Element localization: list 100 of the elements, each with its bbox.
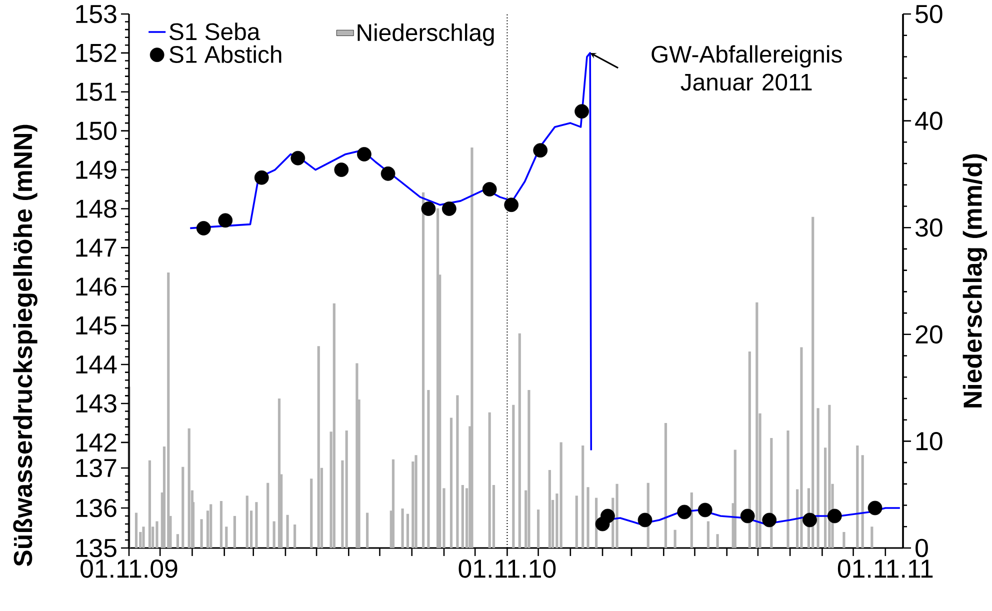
bar [856,445,859,548]
bar [674,530,676,548]
point [762,512,777,528]
bar [310,478,313,548]
bar [756,302,758,548]
bar [266,482,270,548]
legend-label: S1 Abstich [170,45,282,63]
bar [706,521,710,548]
bar [167,272,170,548]
bar [220,501,223,548]
bar [528,390,530,548]
bar [734,450,736,548]
bar [518,333,521,548]
point [638,512,652,528]
y2-tick-label: 50 [916,4,942,24]
y-tick-label: 146 [76,277,116,296]
bar [414,455,418,548]
point [380,166,396,181]
bar [286,514,289,548]
bar [156,521,158,548]
bar [461,484,464,548]
bar [182,466,184,548]
bar [246,496,248,548]
y2-tick-label: 20 [916,325,942,344]
y-tick-label: 136 [76,498,116,518]
bar [255,502,258,548]
bar [690,492,693,548]
y-tick-label: 148 [76,200,116,218]
y2-tick-label: 10 [916,432,942,450]
y-tick-label: 142 [76,433,116,452]
bar [366,512,369,548]
bar [556,494,558,548]
bar [332,303,336,548]
legend-label: Niederschlag [358,24,494,46]
bar [406,514,410,548]
bar [422,192,425,548]
bar [512,404,515,548]
bar [293,524,296,548]
bar [456,395,459,548]
y-tick-label: 145 [76,316,116,335]
point [357,147,372,162]
y-tick-label: 143 [76,394,116,413]
bar [575,496,578,548]
point [482,182,497,196]
y-axis-title: Süßwasserdruckspiegelhöhe (mNN) [13,124,38,566]
point [533,143,548,158]
bar [816,408,820,548]
x-tick-label: 01.11.11 [838,560,933,578]
bar [272,521,276,548]
bar [861,455,864,548]
bar [716,534,719,548]
point [698,502,712,518]
y-tick-label: 144 [76,356,117,374]
y2-axis-title: Niederschlag (mm/d) [962,154,988,408]
bar [134,512,138,548]
bar [392,459,395,548]
point [218,213,233,228]
y2-tick-label: 0 [916,538,928,558]
bar [188,428,190,548]
y-tick-label: 152 [76,44,116,62]
bar [548,470,551,548]
bar [870,526,874,548]
bar [586,487,590,548]
bar [536,510,540,548]
bar [142,526,145,548]
point [442,202,456,216]
bar [401,508,404,548]
legend-label: S1 Seba [170,22,260,40]
point [600,508,615,524]
bar [176,534,179,548]
bar [225,526,228,548]
point [290,150,306,166]
bar [582,445,584,548]
bar [812,216,814,548]
y2-tick-label: 30 [916,218,942,237]
point [421,202,436,216]
point [504,198,519,212]
point [802,512,817,528]
point [574,104,589,119]
bar [664,423,668,548]
x-tick-label: 01.11.10 [458,560,556,578]
y-tick-label: 150 [76,122,116,140]
bar [450,418,453,548]
bar [427,390,430,548]
y-tick-label: 151 [76,82,116,101]
point [868,500,882,516]
bar [470,148,474,548]
y-tick-label: 149 [76,160,116,179]
y-tick-label: 153 [76,4,116,24]
x-tick-label: 01.11.09 [80,560,178,578]
point [254,170,269,185]
bar [786,430,790,548]
y-tick-label: 137 [76,458,116,478]
bar [148,460,152,548]
bar [317,346,320,548]
bar [616,484,618,548]
y-tick-label: 147 [76,238,116,257]
point [677,504,692,520]
bar [800,347,803,548]
bar [345,430,348,548]
